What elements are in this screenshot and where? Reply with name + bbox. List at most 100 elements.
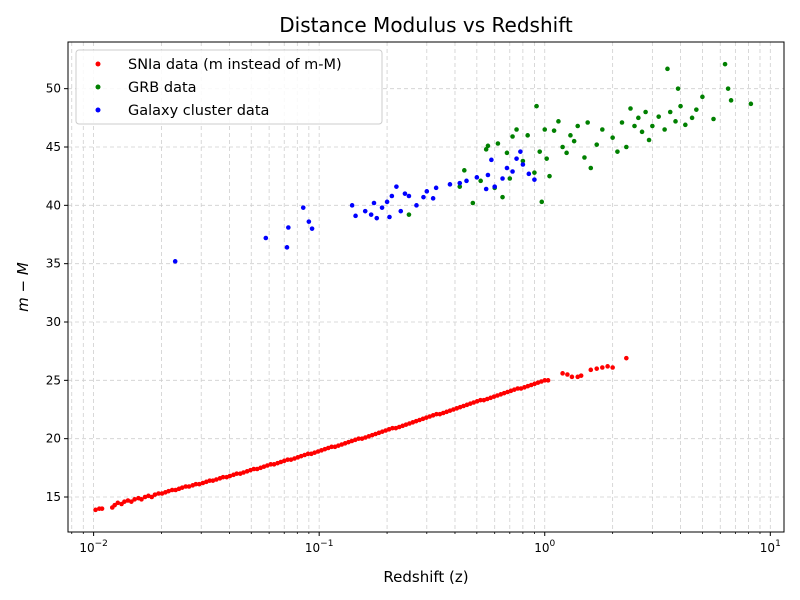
series-0 [93,355,629,513]
data-point [700,94,705,100]
data-point [683,122,688,128]
data-point [542,378,548,383]
data-point [643,109,648,115]
data-point [600,365,605,370]
data-point [286,225,291,230]
data-point [329,444,334,450]
data-point [504,165,510,171]
data-point [93,507,98,513]
data-point [650,123,655,129]
data-point [172,259,178,264]
data-point [485,143,491,149]
data-point [139,497,144,502]
data-point [582,155,587,160]
data-point [526,171,532,177]
y-tick-label: 35 [46,257,61,271]
data-point [300,205,306,210]
data-point [115,500,121,506]
data-point [628,106,633,111]
data-point [624,355,629,361]
y-tick-label: 25 [46,373,61,387]
data-point [379,205,385,210]
y-tick-label: 40 [46,198,61,212]
data-point [725,86,731,91]
data-point [234,471,240,476]
data-point [284,245,290,250]
data-point [534,103,539,109]
data-point [434,411,439,417]
y-axis-label: m − M [14,262,32,312]
data-point [193,481,199,487]
data-point [542,127,548,132]
data-point [656,114,661,119]
data-point [122,499,127,504]
data-point [462,168,467,173]
data-point [556,119,561,124]
legend-box [75,49,383,125]
data-point [309,226,315,231]
data-point [207,478,212,483]
data-point [349,203,355,208]
data-point [402,191,408,196]
data-point [594,366,600,371]
data-point [390,425,395,431]
data-point [565,372,570,377]
data-point [406,212,412,217]
legend-label-grb: GRB data [128,80,197,96]
data-point [500,194,505,200]
data-point [183,484,188,489]
series-1 [406,61,754,217]
data-point [457,180,463,186]
data-point [525,133,530,138]
data-point [678,103,683,109]
data-point [518,149,523,154]
data-point [214,477,219,482]
data-point [568,133,573,138]
data-point [156,491,161,496]
data-point [200,480,206,486]
legend-marker-grb [95,84,101,90]
data-point [639,129,645,135]
data-points [93,61,754,513]
plot-frame [67,41,785,533]
data-point [532,177,537,182]
data-point [492,184,497,189]
data-point [564,150,569,156]
data-point [464,178,469,184]
data-point [356,436,361,441]
data-point [371,200,377,206]
data-point [478,397,483,403]
data-point [478,178,483,184]
y-tick-label: 45 [46,140,61,154]
y-tick-label: 50 [46,82,61,96]
data-point [288,457,294,462]
data-point [389,193,395,199]
data-point [510,169,515,174]
data-point [474,175,480,180]
data-point [196,481,202,487]
chart-title: Distance Modulus vs Redshift [279,13,573,37]
data-point [624,144,629,150]
data-point [152,492,158,497]
legend-label-snia: SNIa data (m instead of m-M) [128,57,342,73]
data-point [495,141,501,146]
data-point [544,156,549,161]
data-point [510,134,515,139]
x-tick-label: 10−1 [305,539,334,555]
data-point [675,86,681,91]
data-point [500,176,505,181]
data-point [520,158,526,164]
data-point [285,457,290,462]
y-tick-label: 15 [46,490,61,504]
data-point [483,186,489,192]
data-point [610,135,615,140]
data-point [166,488,171,494]
data-point [132,497,137,502]
legend-label-galaxy-cluster: Galaxy cluster data [128,103,269,119]
data-point [489,157,494,163]
grid-lines [68,42,784,532]
legend-marker-galaxy-cluster [95,107,101,113]
x-axis-label: Redshift (z) [383,568,468,586]
data-point [588,165,594,171]
data-point [632,123,637,129]
